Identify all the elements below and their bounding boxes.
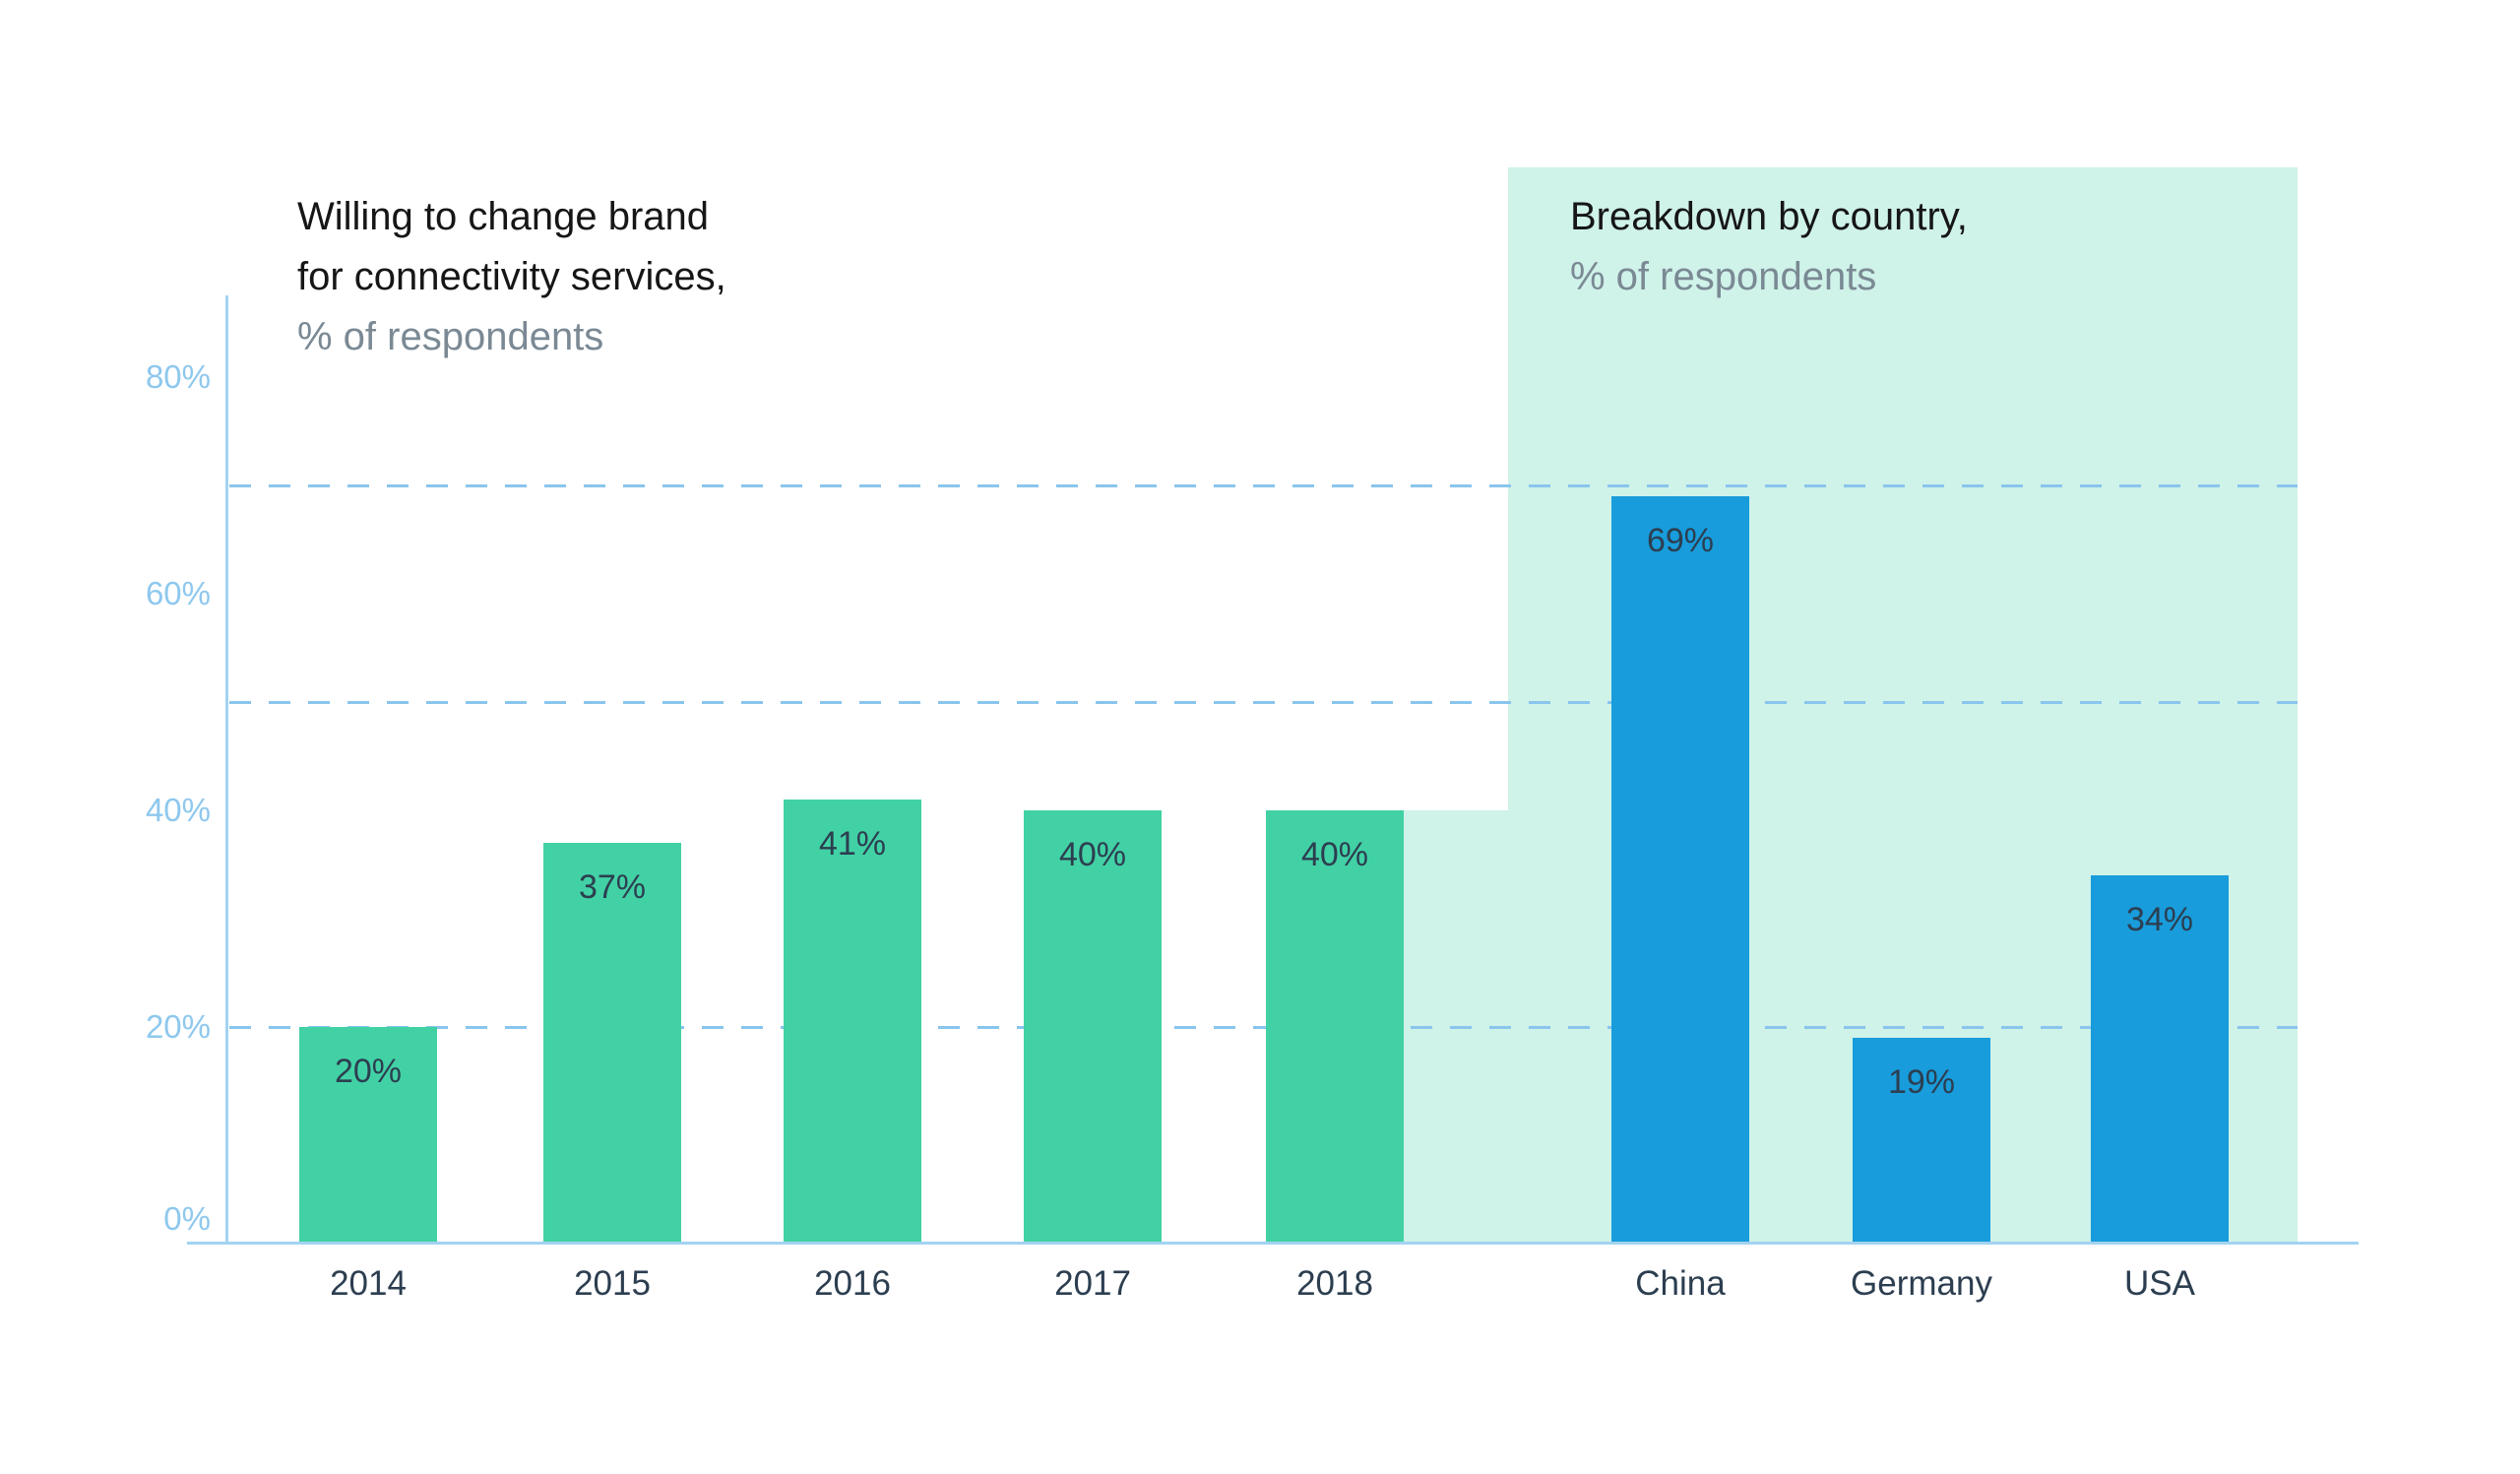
left-chart-subtitle: % of respondents <box>297 315 604 358</box>
y-axis-line <box>225 295 228 1244</box>
y-tick-label-80: 80% <box>145 358 211 395</box>
bar-value-label-2016: 41% <box>818 825 887 863</box>
bar-china <box>1611 496 1749 1244</box>
bar-value-label-2017: 40% <box>1058 836 1127 873</box>
bar-value-label-usa: 34% <box>2125 901 2194 938</box>
x-axis-label-2017: 2017 <box>1054 1264 1131 1303</box>
bar-value-label-germany: 19% <box>1887 1063 1956 1101</box>
x-axis-label-2015: 2015 <box>574 1264 651 1303</box>
bar-2017 <box>1024 810 1162 1244</box>
left-chart-title: Willing to change brand for connectivity… <box>297 187 726 367</box>
left-title-line-1: Willing to change brand <box>297 195 710 238</box>
y-tick-label-20: 20% <box>145 1008 211 1045</box>
x-axis-baseline <box>187 1242 2359 1245</box>
x-axis-label-2018: 2018 <box>1296 1264 1373 1303</box>
y-tick-label-40: 40% <box>145 792 211 828</box>
bar-2014 <box>299 1027 437 1244</box>
bar-germany <box>1853 1038 1990 1244</box>
x-axis-label-germany: Germany <box>1851 1264 1992 1303</box>
left-title-line-2: for connectivity services, <box>297 255 726 298</box>
gridline-70pct <box>229 484 2298 487</box>
bar-value-label-2014: 20% <box>334 1053 403 1090</box>
bar-value-label-china: 69% <box>1646 522 1715 559</box>
x-axis-label-2014: 2014 <box>330 1264 407 1303</box>
y-tick-label-0: 0% <box>163 1200 211 1237</box>
bar-2018 <box>1266 810 1404 1244</box>
bar-value-label-2015: 37% <box>578 868 647 906</box>
right-title-line-1: Breakdown by country, <box>1570 195 1968 238</box>
right-chart-subtitle: % of respondents <box>1570 255 1877 298</box>
bar-usa <box>2091 875 2229 1244</box>
x-axis-label-2016: 2016 <box>814 1264 891 1303</box>
x-axis-label-usa: USA <box>2124 1264 2195 1303</box>
y-tick-label-60: 60% <box>145 575 211 611</box>
bar-2016 <box>784 800 921 1244</box>
bar-value-label-2018: 40% <box>1300 836 1369 873</box>
right-chart-title: Breakdown by country, % of respondents <box>1570 187 1968 307</box>
bar-2015 <box>543 843 681 1244</box>
x-axis-label-china: China <box>1635 1264 1726 1303</box>
gridline-50pct <box>229 701 2298 704</box>
gridline-20pct <box>229 1026 2298 1029</box>
